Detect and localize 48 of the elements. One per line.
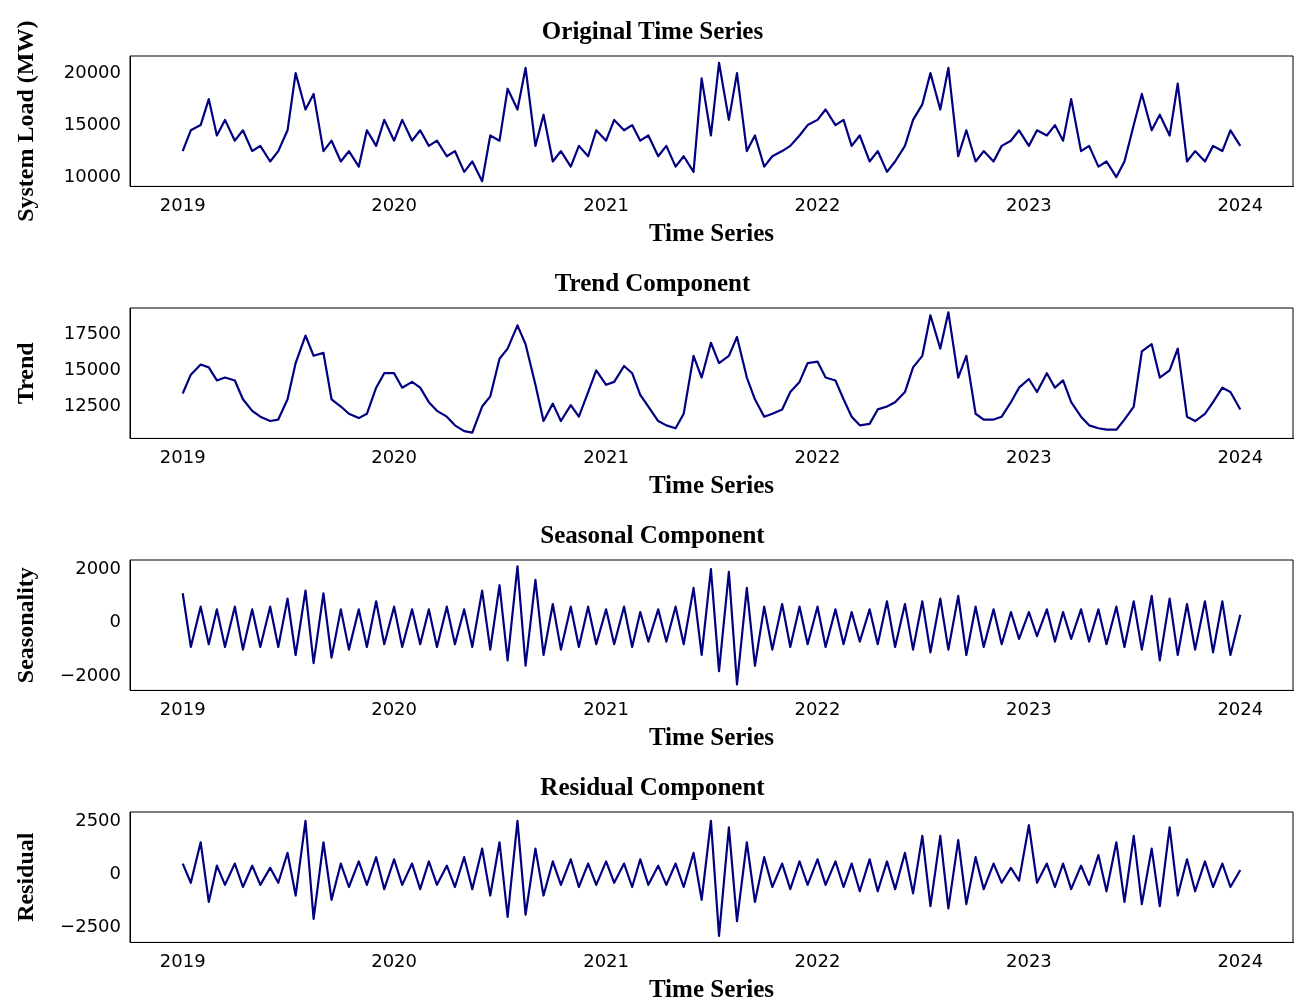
- y-tick-label: 12500: [63, 394, 121, 416]
- x-tick-label: 2024: [1217, 193, 1264, 215]
- chart-title: Residual Component: [540, 773, 766, 801]
- x-tick-label: 2019: [159, 193, 206, 215]
- x-tick-label: 2020: [371, 445, 418, 467]
- y-axis-title: Residual: [11, 832, 38, 922]
- x-tick-label: 2020: [371, 193, 418, 215]
- x-axis-title: Time Series: [648, 219, 775, 247]
- x-tick-label: 2024: [1217, 697, 1264, 719]
- chart-title: Trend Component: [554, 269, 751, 297]
- x-tick-label: 2020: [371, 697, 418, 719]
- y-tick-label: 0: [109, 610, 121, 632]
- y-tick-label: −2000: [60, 664, 121, 686]
- y-tick-label: 15000: [63, 357, 121, 379]
- y-axis-title: Trend: [11, 341, 38, 405]
- x-tick-label: 2021: [583, 697, 629, 719]
- x-tick-label: 2019: [159, 445, 206, 467]
- y-tick-label: −2500: [60, 915, 121, 937]
- y-tick-label: 10000: [63, 164, 121, 186]
- chart-title: Seasonal Component: [540, 521, 766, 549]
- x-tick-label: 2023: [1005, 949, 1052, 971]
- x-tick-label: 2022: [794, 697, 841, 719]
- x-tick-label: 2021: [583, 949, 629, 971]
- x-axis-title: Time Series: [648, 723, 775, 751]
- x-tick-label: 2023: [1005, 697, 1052, 719]
- y-axis-title: System Load (MW): [11, 20, 38, 222]
- x-tick-label: 2021: [583, 445, 629, 467]
- x-tick-label: 2024: [1217, 949, 1264, 971]
- y-tick-label: 17500: [63, 321, 121, 343]
- y-tick-label: 0: [109, 861, 121, 883]
- x-tick-label: 2022: [794, 445, 841, 467]
- y-axis-title: Seasonality: [11, 567, 38, 684]
- x-tick-label: 2023: [1005, 193, 1052, 215]
- x-axis-title: Time Series: [648, 975, 775, 1003]
- x-tick-label: 2019: [159, 697, 206, 719]
- x-axis-title: Time Series: [648, 471, 775, 499]
- x-tick-label: 2021: [583, 193, 629, 215]
- x-tick-label: 2024: [1217, 445, 1264, 467]
- chart-title: Original Time Series: [541, 17, 764, 45]
- x-tick-label: 2022: [794, 193, 841, 215]
- x-tick-label: 2020: [371, 949, 418, 971]
- y-tick-label: 2500: [75, 808, 121, 830]
- y-tick-label: 20000: [63, 60, 121, 82]
- x-tick-label: 2023: [1005, 445, 1052, 467]
- x-tick-label: 2019: [159, 949, 206, 971]
- y-tick-label: 15000: [63, 112, 121, 134]
- x-tick-label: 2022: [794, 949, 841, 971]
- y-tick-label: 2000: [75, 556, 121, 578]
